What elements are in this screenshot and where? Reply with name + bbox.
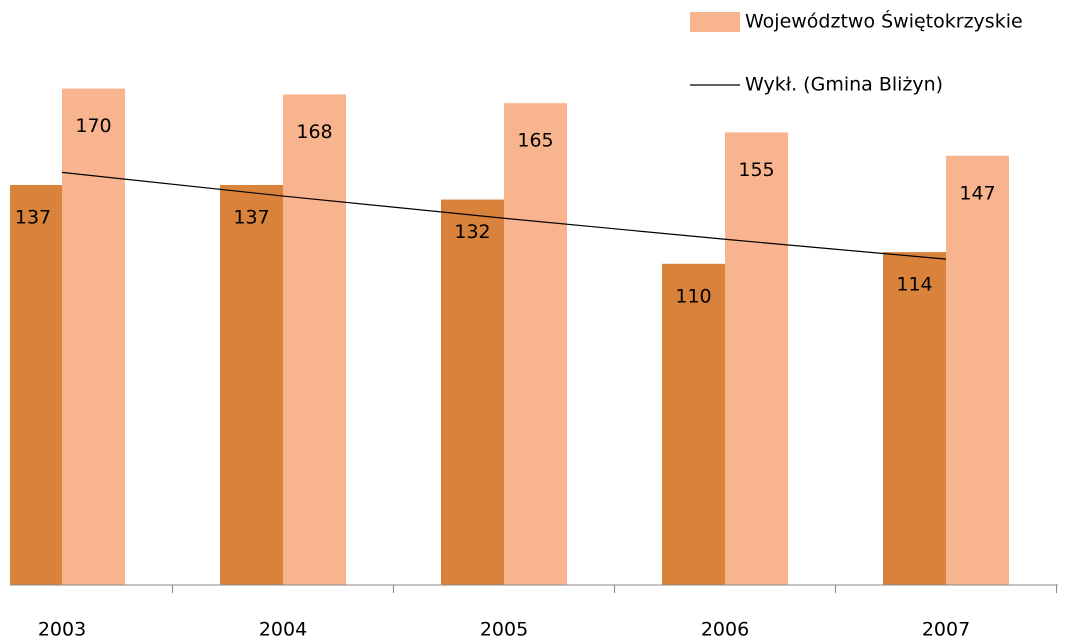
- data-label: 147: [959, 182, 995, 204]
- bar: [662, 263, 725, 585]
- x-tick-label: 2003: [38, 619, 86, 639]
- legend-swatch: [690, 12, 740, 32]
- data-label: 165: [517, 130, 553, 152]
- data-label: 110: [675, 285, 711, 307]
- bar: [62, 88, 125, 585]
- bar: [725, 132, 788, 585]
- bar: [946, 155, 1009, 585]
- bar: [10, 184, 62, 585]
- data-label: 132: [454, 221, 490, 243]
- bar: [220, 184, 283, 585]
- bar: [504, 103, 567, 585]
- bar: [441, 199, 504, 585]
- legend-label: Województwo Świętokrzyskie: [745, 9, 1023, 33]
- data-label: 155: [738, 159, 774, 181]
- data-label: 170: [75, 115, 111, 137]
- data-label: 137: [233, 206, 269, 228]
- data-label: 114: [896, 274, 932, 296]
- plot-area: [10, 88, 1009, 585]
- x-tick-label: 2006: [701, 619, 749, 639]
- data-label: 168: [296, 121, 332, 143]
- data-label: 137: [15, 206, 51, 228]
- bar: [283, 94, 346, 585]
- bar: [883, 252, 946, 585]
- x-tick-label: 2005: [480, 619, 528, 639]
- x-tick-label: 2004: [259, 619, 307, 639]
- legend-label: Wykł. (Gmina Bliżyn): [745, 74, 943, 96]
- trendline: [61, 171, 947, 260]
- x-tick-label: 2007: [922, 619, 970, 639]
